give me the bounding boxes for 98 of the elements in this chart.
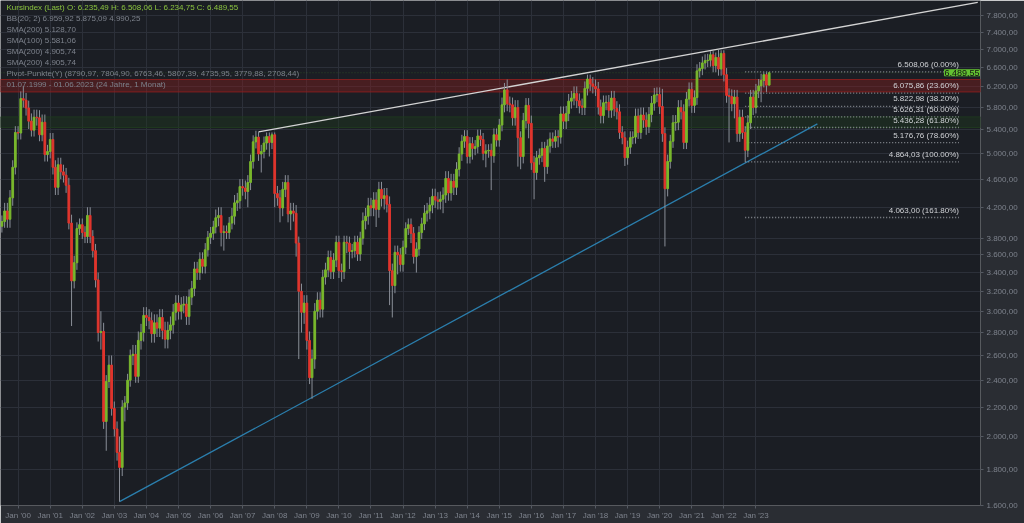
candlestick: [233, 194, 236, 226]
candlestick: [575, 85, 579, 109]
x-tick-label: Jan '02: [69, 510, 96, 520]
candlestick: [607, 94, 611, 119]
candlestick: [86, 206, 89, 244]
x-tick-label: Jan '22: [711, 510, 738, 520]
y-tick-label: 2.400,00: [986, 375, 1019, 385]
x-tick-label: Jan '13: [422, 510, 449, 520]
candlestick: [487, 143, 490, 159]
y-tick-label: 5.400,00: [986, 125, 1019, 135]
annotation: 5.626,31 (50.00%): [893, 104, 960, 114]
candlestick: [639, 107, 643, 140]
annotation: 4.063,00 (161.80%): [888, 205, 960, 215]
candlestick: [602, 94, 605, 124]
candlestick: [38, 109, 41, 142]
x-tick-label: Jan '21: [679, 510, 706, 520]
y-tick-label: 1.600,00: [986, 501, 1019, 510]
annotation: 01.07.1999 - 01.06.2023 (24 Jahre, 1 Monat): [6, 79, 167, 89]
x-tick-label: Jan '23: [743, 510, 770, 520]
annotation: 4.864,03 (100.00%): [888, 149, 960, 159]
candlestick: [433, 188, 437, 209]
y-tick-label: 7.400,00: [986, 27, 1019, 37]
candlestick: [559, 105, 563, 145]
candlestick: [471, 136, 474, 161]
chart-title: Kursindex (Last) O: 6.235,49 H: 6.508,06 L: 6.234,75 C: 6.489,55: [6, 2, 239, 12]
x-tick-label: Jan '03: [101, 510, 128, 520]
annotation: SMA(200) 5.128,70: [6, 24, 77, 34]
candlestick: [56, 157, 60, 196]
y-tick-label: 2.200,00: [986, 402, 1019, 412]
candlestick: [145, 306, 148, 327]
x-tick-label: Jan '20: [646, 510, 673, 520]
y-tick-label: 3.200,00: [986, 286, 1019, 296]
x-tick-label: Jan '05: [165, 510, 192, 520]
candlestick: [623, 130, 627, 167]
y-tick-label: 6.600,00: [986, 63, 1019, 73]
y-tick-label: 2.800,00: [986, 328, 1019, 338]
candlestick: [714, 52, 718, 73]
y-tick-label: 2.600,00: [986, 350, 1019, 360]
candlestick: [366, 197, 370, 226]
y-tick-label: 7.000,00: [986, 44, 1019, 54]
candlestick: [329, 250, 333, 280]
candlestick: [32, 109, 36, 138]
y-tick-label: 5.000,00: [986, 148, 1019, 158]
y-tick-label: 2.000,00: [986, 432, 1019, 442]
x-tick-label: Jan '07: [229, 510, 256, 520]
x-tick-label: Jan '14: [454, 510, 481, 520]
candlestick: [449, 173, 453, 202]
annotation: SMA(100) 5.581,06: [6, 35, 77, 45]
y-tick-label: 4.200,00: [986, 202, 1019, 212]
y-tick-label: 3.000,00: [986, 306, 1019, 316]
y-tick-label: 1.800,00: [986, 464, 1019, 474]
y-tick-label: 5.800,00: [986, 103, 1019, 113]
annotation: 5.176,76 (78.60%): [893, 130, 960, 140]
y-tick-label: 3.800,00: [986, 233, 1019, 243]
annotation: SMA(200) 4.905,74: [6, 46, 77, 56]
x-tick-label: Jan '11: [358, 510, 384, 520]
x-tick-label: Jan '18: [582, 510, 609, 520]
x-tick-label: Jan '06: [197, 510, 224, 520]
y-tick-label: 7.800,00: [986, 11, 1019, 21]
candlestick: [612, 90, 616, 117]
annotation: 6.075,86 (23.60%): [893, 81, 960, 91]
candlestick: [198, 251, 202, 281]
x-tick-label: Jan '00: [5, 510, 32, 520]
annotation: 5.822,98 (38.20%): [893, 94, 960, 104]
candlestick: [706, 53, 710, 68]
x-tick-label: Jan '15: [486, 510, 513, 520]
x-tick-label: Jan '08: [261, 510, 289, 520]
x-tick-label: Jan '17: [550, 510, 577, 520]
y-tick-label: 6.200,00: [986, 82, 1019, 92]
candlestick: [219, 206, 223, 247]
y-tick-label: 3.400,00: [986, 268, 1019, 278]
ref-line-label: 6.489,55: [944, 67, 980, 78]
x-tick-label: Jan '12: [390, 510, 417, 520]
x-tick-label: Jan '09: [294, 510, 321, 520]
y-tick-label: 4.600,00: [986, 174, 1019, 184]
annotation: 5.436,28 (61.80%): [893, 115, 960, 125]
x-tick-label: Jan '01: [37, 510, 64, 520]
candlestick: [356, 235, 359, 262]
candlestick: [153, 313, 156, 344]
x-tick-label: Jan '16: [518, 510, 545, 520]
x-tick-label: Jan '04: [133, 510, 160, 520]
candlestick: [447, 170, 450, 202]
annotation: 6.508,06 (0.00%): [897, 59, 960, 69]
candlestick: [717, 49, 720, 77]
candlestick: [150, 311, 154, 344]
candlestick: [562, 105, 565, 130]
candlestick: [572, 85, 576, 106]
y-tick-label: 3.600,00: [986, 250, 1019, 260]
candlestick: [618, 103, 621, 140]
candlestick: [134, 344, 138, 384]
annotation: Pivot-Punkte(Y) (8790,97, 7804,90, 6763,46, 5807,39, 4735,95, 3779,88, 2708,44): [6, 68, 300, 78]
annotation: SMA(200) 4.905,74: [6, 57, 77, 67]
x-tick-label: Jan '19: [614, 510, 641, 520]
candlestick: [610, 90, 613, 119]
x-tick-label: Jan '10: [326, 510, 353, 520]
candlestick: [177, 294, 180, 321]
annotation: BB(20; 2) 6.959,92 5.875,09 4.990,25: [6, 13, 141, 23]
candlestick: [543, 141, 547, 183]
